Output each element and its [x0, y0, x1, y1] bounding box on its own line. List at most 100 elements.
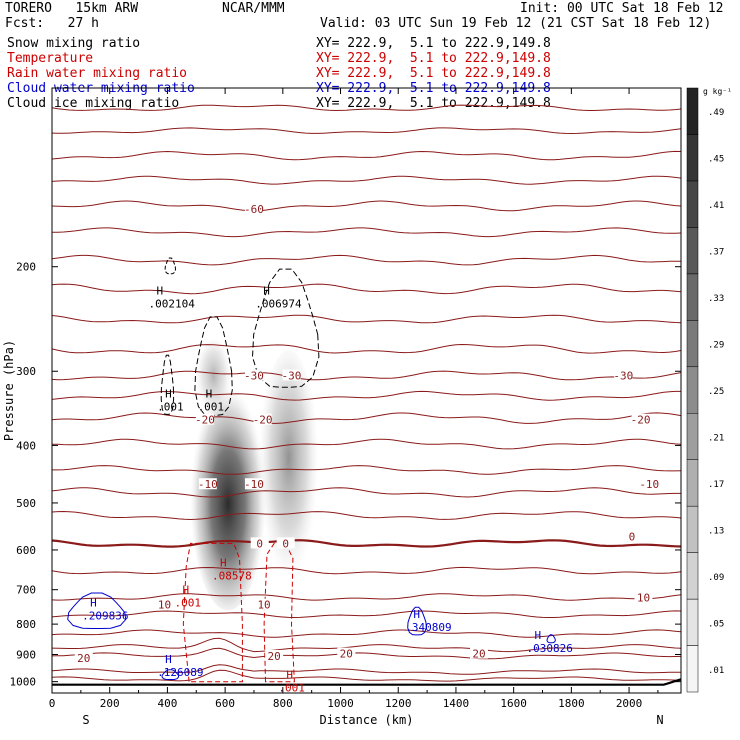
colorbar-label: .13 [708, 526, 724, 536]
colorbar-segment [686, 552, 699, 600]
snow-shading [190, 339, 319, 611]
colorbar-segment [686, 134, 699, 182]
label-background [276, 537, 295, 549]
colorbar-label: .45 [708, 155, 724, 165]
temperature-contour-zero [51, 539, 682, 548]
colorbar-label: .21 [708, 433, 724, 443]
temperature-label: -20 [195, 414, 215, 427]
temperature-contour [51, 127, 682, 135]
y-tick-label: 900 [16, 648, 36, 661]
label-background [470, 647, 489, 659]
maximum-value: .001 [157, 401, 184, 414]
x-tick-label: 200 [100, 697, 120, 710]
cloud-water-contour [161, 669, 180, 680]
maximum-marker: H [206, 388, 213, 401]
x-tick-label: 2000 [616, 697, 643, 710]
label-background [195, 413, 214, 425]
maximum-marker: H [90, 597, 97, 610]
maximum-marker: H [165, 388, 172, 401]
y-tick-label: 500 [16, 497, 36, 510]
colorbar-label: .09 [708, 573, 724, 583]
header-valid: Valid: 03 UTC Sun 19 Feb 12 (21 CST Sat … [320, 16, 712, 31]
label-background [250, 537, 269, 549]
temperature-contour [51, 438, 682, 450]
colorbar-label: .05 [708, 619, 724, 629]
plot-axes: 0 200 400 600 800 1000 1200 1400 1600 1800 2000200… [2, 87, 682, 727]
temperature-contour [51, 593, 682, 601]
snow-mixing-ratio-upper [195, 339, 232, 420]
temperature-label: 0 [629, 531, 636, 544]
header-center: NCAR/MMM [222, 1, 285, 16]
label-background [631, 413, 650, 425]
field-xy: XY= 222.9, 5.1 to 222.9,149.8 [316, 96, 551, 111]
x-tick-label: 1200 [385, 697, 412, 710]
label-background [244, 478, 263, 490]
north-label: N [656, 713, 663, 727]
label-background [255, 598, 274, 610]
maximum-marker: H [182, 583, 189, 596]
plot-frame [51, 87, 682, 694]
label-background [253, 413, 272, 425]
cloud-water-contours [67, 592, 556, 680]
y-tick-label: 300 [16, 365, 36, 378]
temperature-label: 20 [77, 652, 90, 665]
maximum-value: .001 [278, 682, 305, 695]
y-tick-label: 400 [16, 439, 36, 452]
colorbar-label: .01 [708, 666, 724, 676]
colorbar-label: .37 [708, 248, 724, 258]
x-tick-label: 400 [157, 697, 177, 710]
temperature-contours [51, 104, 682, 682]
maximum-marker: H [220, 557, 227, 570]
label-background [282, 369, 301, 381]
maximum-value: .030826 [527, 642, 573, 655]
x-axis-label: Distance (km) [320, 713, 414, 727]
temperature-label: -30 [244, 370, 264, 383]
field-name: Snow mixing ratio [7, 36, 141, 51]
temperature-contour [52, 465, 682, 475]
cloud-ice-contours [160, 257, 320, 416]
snow-mixing-ratio-core [190, 374, 267, 611]
maximum-marker: H [157, 284, 164, 297]
temperature-contour [51, 314, 682, 324]
field-xy: XY= 222.9, 5.1 to 222.9,149.8 [316, 66, 551, 81]
header-fcst: Fcst: 27 h [5, 16, 99, 31]
temperature-contour [51, 412, 682, 424]
snow-mixing-ratio-secondary [258, 349, 319, 590]
colorbar-segment [686, 87, 699, 135]
colorbar: .01 .05 .09 .13 .17 .21 .25 .29 .33 .37 .41 .45 .49 g… [686, 87, 732, 693]
maximum-marker: H [286, 669, 293, 682]
temperature-label: -60 [244, 203, 264, 216]
label-background [337, 647, 356, 659]
temperature-label: -30 [282, 370, 302, 383]
x-tick-label: 1600 [500, 697, 527, 710]
colorbar-segment [686, 227, 699, 275]
maximum-value: .001 [174, 596, 201, 609]
temperature-contour [51, 487, 681, 498]
y-axis-label: Pressure (hPa) [2, 340, 16, 441]
temperature-contour [51, 669, 682, 682]
label-background [244, 369, 263, 381]
temperature-label: -10 [244, 478, 264, 491]
temperature-contour [51, 104, 682, 112]
temperature-contour [51, 370, 682, 381]
x-tick-label: 800 [273, 697, 293, 710]
temperature-label: -20 [253, 414, 273, 427]
colorbar-label: .41 [708, 201, 724, 211]
colorbar-segment [686, 505, 699, 553]
temperature-contour [52, 227, 682, 238]
temperature-contour [51, 629, 682, 638]
cloud-ice-contour [164, 257, 177, 275]
x-tick-label: 1400 [443, 697, 470, 710]
temperature-contour [51, 175, 682, 185]
x-tick-label: 1800 [558, 697, 585, 710]
temperature-label: 10 [637, 592, 650, 605]
colorbar-segment [686, 459, 699, 507]
y-tick-label: 800 [16, 618, 36, 631]
label-background [198, 478, 217, 490]
field-name: Cloud ice mixing ratio [7, 96, 180, 111]
maximum-marker: H [535, 629, 542, 642]
field-xy: XY= 222.9, 5.1 to 222.9,149.8 [316, 51, 551, 66]
colorbar-segment [686, 320, 699, 368]
temperature-label: -10 [198, 478, 218, 491]
